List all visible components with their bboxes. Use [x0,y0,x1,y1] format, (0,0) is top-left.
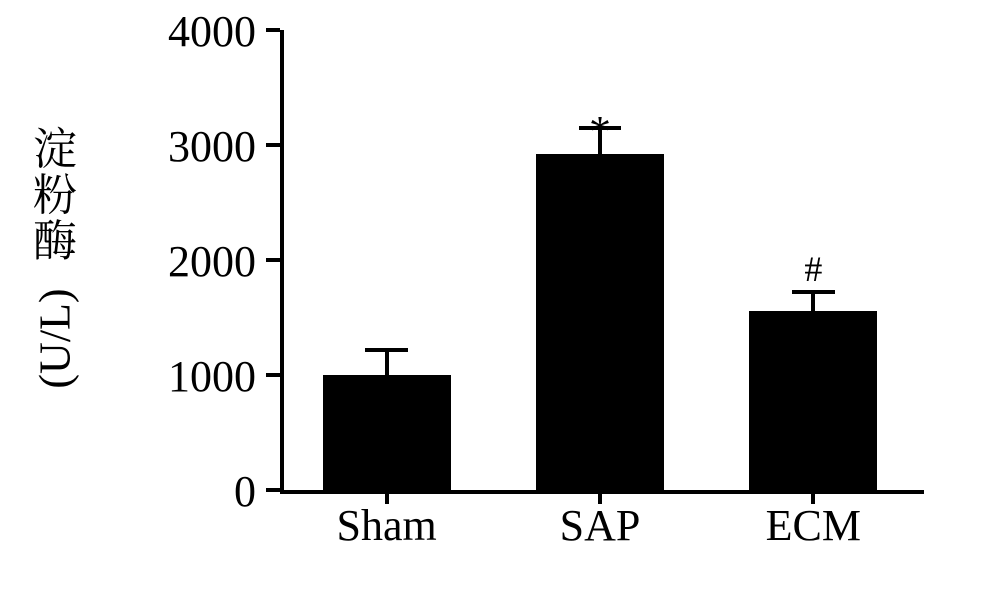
x-tick [385,490,389,504]
y-tick [266,373,280,377]
bar [536,154,664,490]
y-tick [266,28,280,32]
y-tick-label: 0 [96,466,256,517]
y-tick-label: 1000 [96,351,256,402]
x-category-label: SAP [493,500,706,551]
y-tick [266,488,280,492]
y-tick-label: 3000 [96,121,256,172]
y-tick [266,143,280,147]
y-axis-label-cjk: 淀粉酶 [33,122,77,261]
error-bar-stem [385,350,389,375]
x-category-label: Sham [280,500,493,551]
chart-stage: 淀粉酶 (U/L) 0 1000 2000 3000 4000 ShamSAPECM * # [0,0,1000,589]
y-tick [266,258,280,262]
bar [323,375,451,490]
x-tick [811,490,815,504]
y-tick-label: 4000 [96,6,256,57]
significance-marker: # [749,248,877,290]
error-bar-stem [811,292,815,310]
error-bar-cap [792,290,835,294]
y-axis-label: 淀粉酶 (U/L) [0,42,110,445]
x-category-label: ECM [707,500,920,551]
x-tick [598,490,602,504]
error-bar-cap [365,348,408,352]
y-axis-label-unit: (U/L) [30,288,81,388]
significance-marker: * [536,106,664,157]
y-tick-label: 2000 [96,236,256,287]
bar [749,311,877,490]
